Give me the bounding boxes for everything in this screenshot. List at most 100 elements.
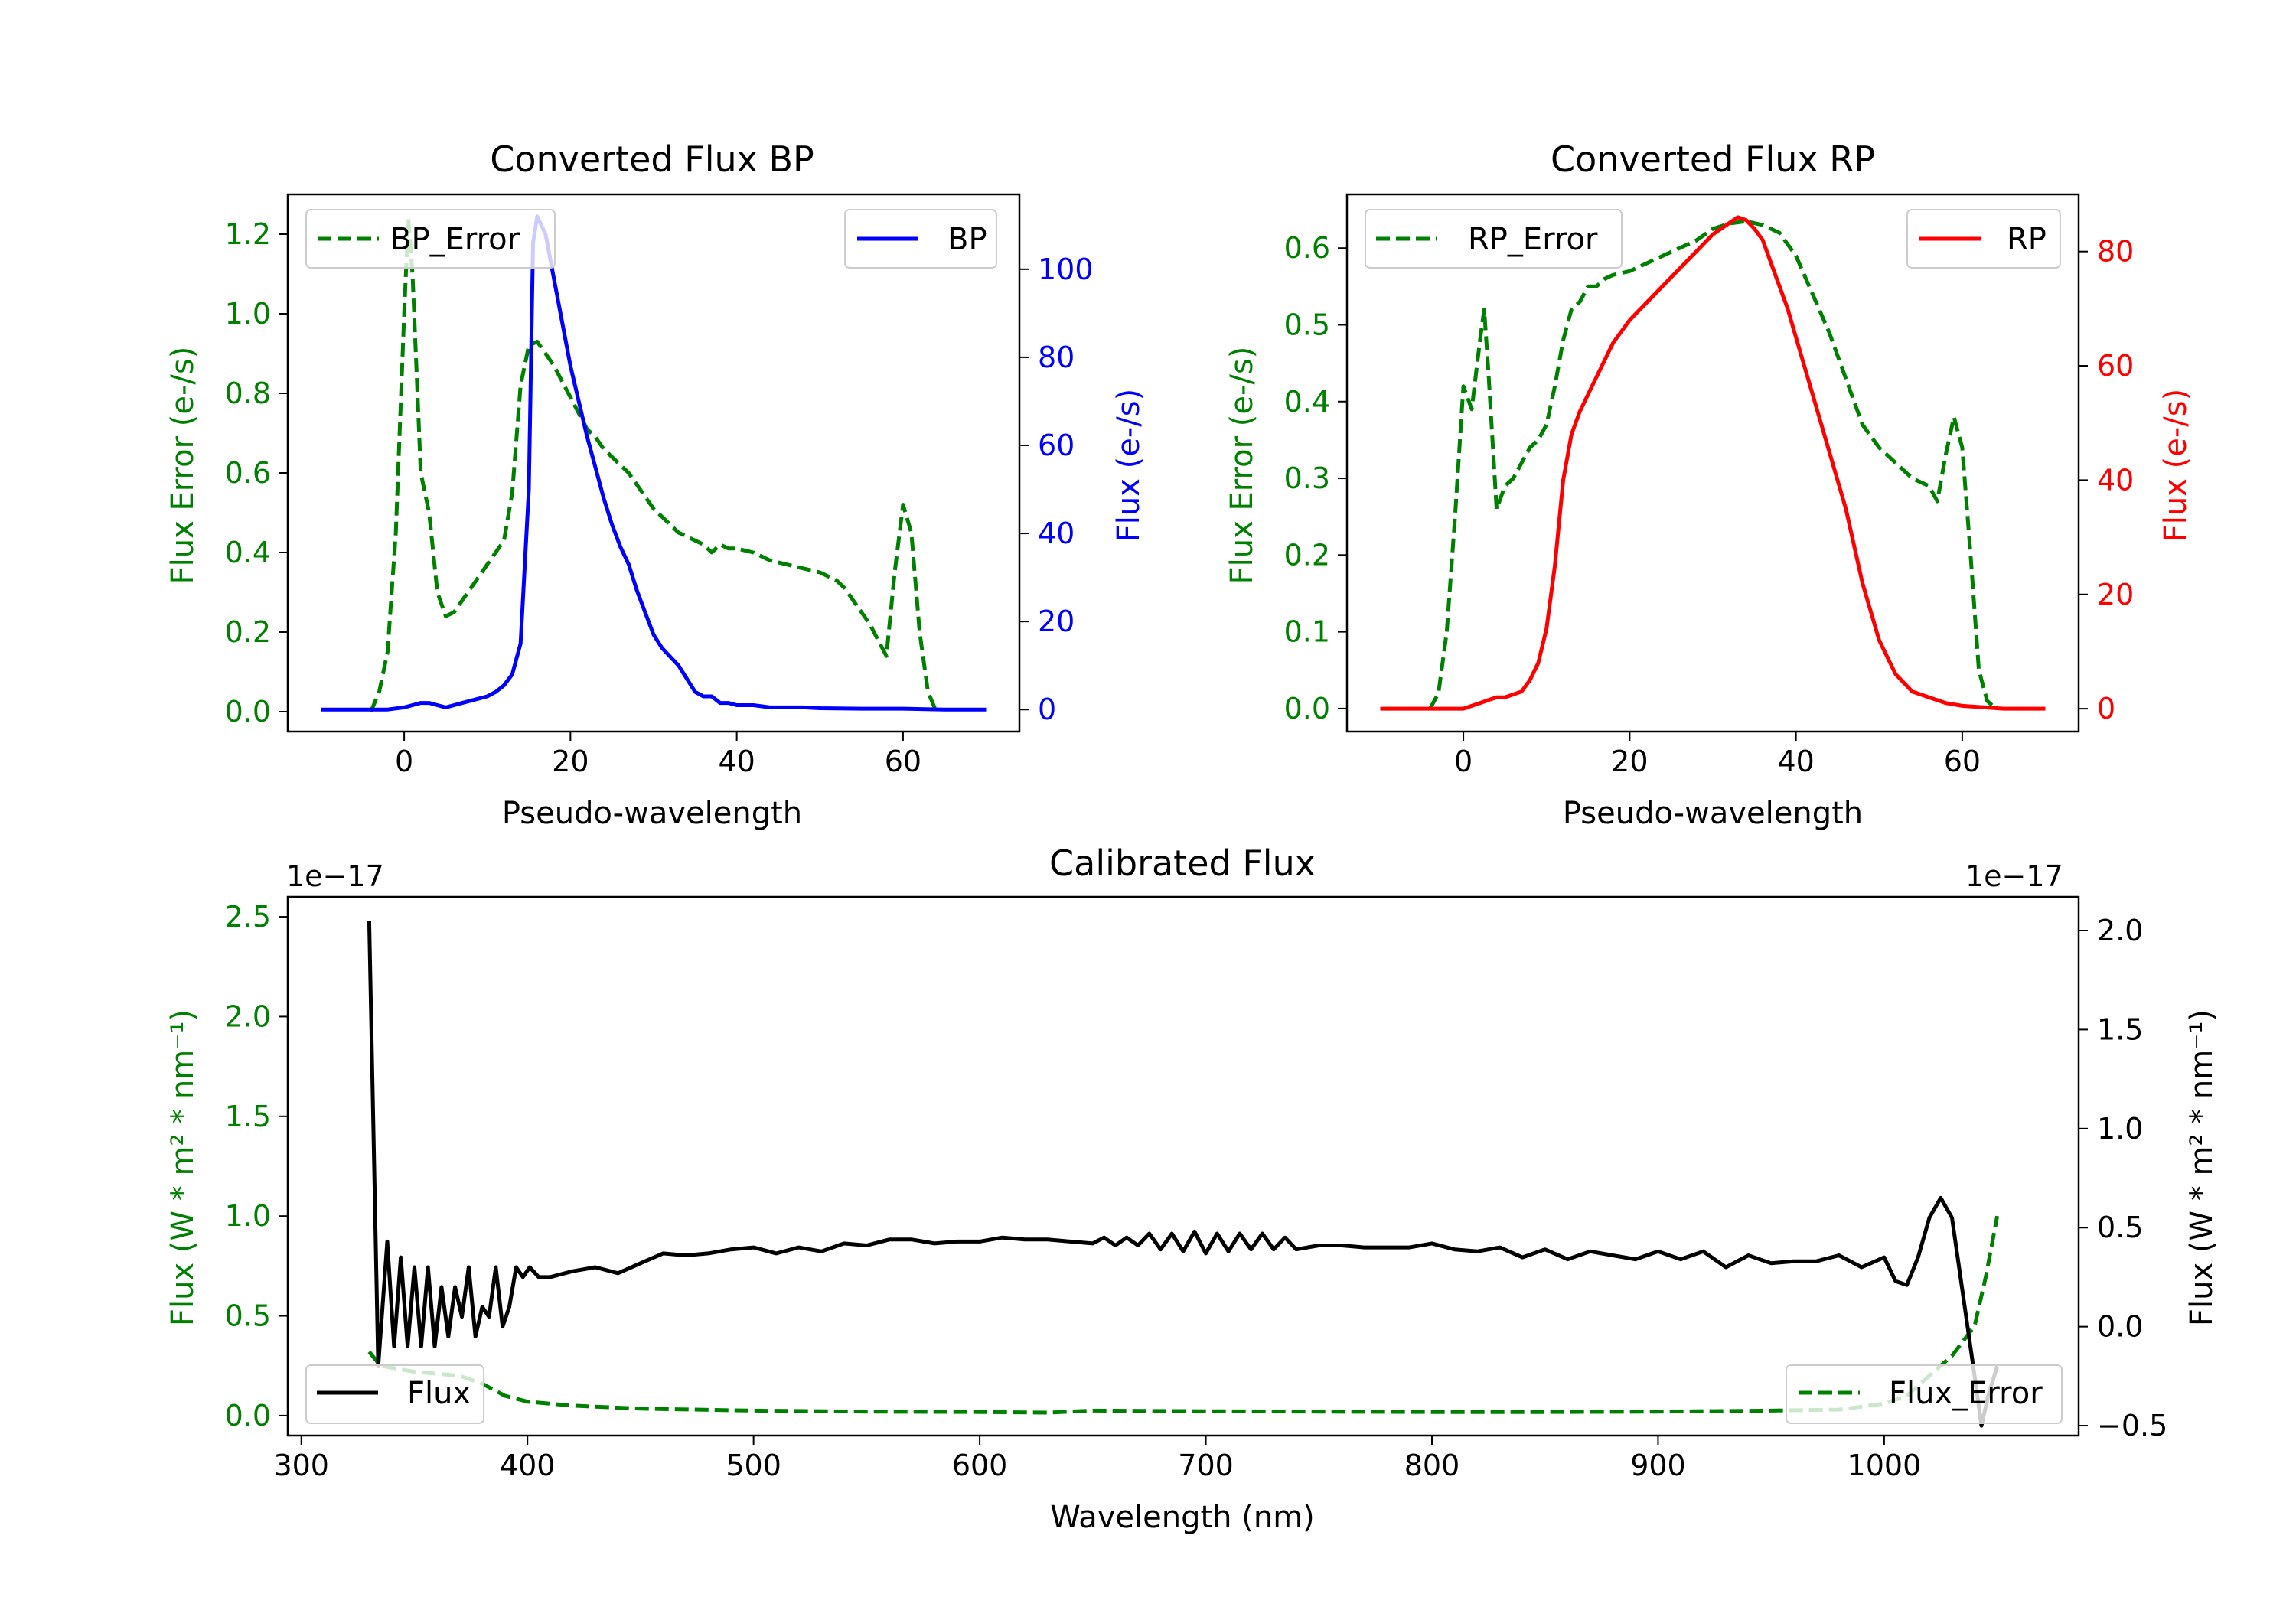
rp-ytick-left-label: 0.0 xyxy=(1284,692,1330,725)
bp-ytick-left-label: 0.4 xyxy=(225,536,271,569)
cal-xlabel: Wavelength (nm) xyxy=(1050,1500,1315,1535)
rp-ytick-left-label: 0.5 xyxy=(1284,308,1330,341)
rp-panel: Converted Flux RP Pseudo-wavelength Flux… xyxy=(1225,139,2193,831)
cal-xtick-label: 600 xyxy=(952,1449,1008,1482)
rp-ytick-left-label: 0.4 xyxy=(1284,385,1330,419)
rp-legend-right-label: RP xyxy=(2007,222,2047,257)
cal-legend-right: Flux_Error xyxy=(1786,1364,2063,1424)
rp-xtick-label: 0 xyxy=(1454,745,1473,778)
cal-ytick-left-label: 2.5 xyxy=(225,900,271,934)
bp-legend-right-box xyxy=(844,209,997,269)
cal-legend-left-label: Flux xyxy=(407,1376,471,1411)
bp-legend-right-label: BP xyxy=(947,222,987,257)
rp-ytick-right-label: 80 xyxy=(2097,235,2134,269)
cal-series-flux-error xyxy=(367,1215,2000,1415)
rp-legend-left: RP_Error xyxy=(1365,209,1623,269)
rp-title: Converted Flux RP xyxy=(1551,139,1875,180)
rp-legend-right-box xyxy=(1906,209,2061,269)
bp-xtick-label: 20 xyxy=(552,745,589,778)
calibrated-panel: Calibrated Flux Wavelength (nm) Flux (W … xyxy=(165,843,2219,1535)
bp-axes-frame xyxy=(286,193,1021,733)
cal-series-flux xyxy=(367,921,1999,1428)
cal-xtick-label: 700 xyxy=(1178,1449,1234,1482)
rp-ylabel-left: Flux Error (e-/s) xyxy=(1225,347,1260,585)
bp-ytick-right-label: 60 xyxy=(1038,429,1075,462)
bp-ytick-left-label: 0.6 xyxy=(225,456,271,490)
rp-legend-left-box xyxy=(1365,209,1623,269)
rp-ytick-right-label: 20 xyxy=(2097,578,2134,611)
bp-title: Converted Flux BP xyxy=(490,139,814,180)
cal-xtick-label: 1000 xyxy=(1848,1449,1922,1482)
rp-ytick-left-label: 0.1 xyxy=(1284,615,1330,649)
rp-xtick-label: 40 xyxy=(1777,745,1814,778)
cal-ytick-right-label: −0.5 xyxy=(2097,1409,2167,1442)
cal-xtick-label: 900 xyxy=(1630,1449,1686,1482)
cal-ytick-left-label: 2.0 xyxy=(225,999,271,1033)
cal-xtick-label: 500 xyxy=(726,1449,781,1482)
bp-ytick-right-label: 20 xyxy=(1038,605,1075,638)
cal-xtick-label: 300 xyxy=(273,1449,329,1482)
bp-xtick-label: 0 xyxy=(395,745,413,778)
cal-xtick-label: 800 xyxy=(1404,1449,1460,1482)
bp-xtick-label: 40 xyxy=(718,745,755,778)
cal-ytick-left-label: 1.0 xyxy=(225,1199,271,1233)
bp-ytick-right-label: 40 xyxy=(1038,517,1075,550)
bp-legend-right: BP xyxy=(844,209,997,269)
cal-xtick-label: 400 xyxy=(500,1449,556,1482)
rp-series-rp xyxy=(1380,215,2046,711)
bp-legend-left-box xyxy=(305,209,556,269)
cal-legend-left: Flux xyxy=(305,1364,484,1424)
cal-ytick-right-label: 0.0 xyxy=(2097,1310,2143,1344)
rp-ytick-left-label: 0.6 xyxy=(1284,231,1330,265)
rp-ytick-left-label: 0.3 xyxy=(1284,461,1330,495)
bp-ytick-right-label: 0 xyxy=(1038,693,1056,726)
rp-ylabel-right: Flux (e-/s) xyxy=(2158,389,2193,542)
bp-ytick-left-label: 0.8 xyxy=(225,376,271,410)
cal-ylabel-right: Flux (W * m² * nm⁻¹) xyxy=(2184,1009,2219,1326)
cal-offset-right: 1e−17 xyxy=(1965,859,2063,893)
cal-offset-left: 1e−17 xyxy=(286,859,384,893)
rp-ytick-right-label: 40 xyxy=(2097,463,2134,497)
bp-ytick-left-label: 1.2 xyxy=(225,217,271,251)
bp-panel: Converted Flux BP Pseudo-wavelength Flux… xyxy=(165,139,1146,831)
cal-ytick-right-label: 0.5 xyxy=(2097,1211,2143,1244)
cal-ytick-left-label: 1.5 xyxy=(225,1100,271,1133)
bp-series-bp xyxy=(321,214,987,712)
bp-legend-left-label: BP_Error xyxy=(390,222,520,257)
bp-ylabel-left: Flux Error (e-/s) xyxy=(165,347,201,585)
bp-ytick-left-label: 0.2 xyxy=(225,615,271,649)
bp-ytick-right-label: 80 xyxy=(1038,341,1075,374)
cal-ylabel-left: Flux (W * m² * nm⁻¹) xyxy=(165,1009,201,1326)
bp-xtick-label: 60 xyxy=(885,745,921,778)
cal-ytick-right-label: 1.5 xyxy=(2097,1012,2143,1046)
rp-xtick-label: 60 xyxy=(1944,745,1981,778)
rp-legend-right: RP xyxy=(1906,209,2061,269)
cal-legend-left-box xyxy=(305,1364,484,1424)
rp-ytick-right-label: 60 xyxy=(2097,349,2134,383)
bp-xlabel: Pseudo-wavelength xyxy=(502,796,802,831)
rp-legend-left-label: RP_Error xyxy=(1468,222,1598,257)
rp-xlabel: Pseudo-wavelength xyxy=(1563,796,1863,831)
rp-plot-area: 0 20 40 60 0.0 0.1 0.2 0.3 0.4 0.5 0.6 0 20 40 60 80 xyxy=(1284,193,2134,778)
bp-ylabel-right: Flux (e-/s) xyxy=(1111,389,1146,542)
cal-ytick-left-label: 0.5 xyxy=(225,1299,271,1333)
rp-xtick-label: 20 xyxy=(1611,745,1648,778)
cal-title: Calibrated Flux xyxy=(1049,843,1316,884)
cal-ytick-right-label: 1.0 xyxy=(2097,1112,2143,1146)
bp-plot-area: 0 20 40 60 0.0 0.2 0.4 0.6 0.8 1.0 1.2 0 20 40 60 80 100 xyxy=(225,193,1094,778)
bp-ytick-left-label: 0.0 xyxy=(225,695,271,729)
bp-legend-left: BP_Error xyxy=(305,209,556,269)
cal-legend-right-box xyxy=(1786,1364,2063,1424)
rp-ytick-right-label: 0 xyxy=(2097,692,2115,725)
cal-ytick-right-label: 2.0 xyxy=(2097,914,2143,947)
bp-series-bp-error xyxy=(369,216,938,712)
cal-ytick-left-label: 0.0 xyxy=(225,1399,271,1433)
rp-axes-frame xyxy=(1345,193,2080,733)
bp-ytick-left-label: 1.0 xyxy=(225,297,271,331)
bp-ytick-right-label: 100 xyxy=(1038,253,1094,286)
cal-axes-frame xyxy=(286,895,2080,1437)
rp-ytick-left-label: 0.2 xyxy=(1284,538,1330,572)
rp-series-rp-error xyxy=(1428,219,1998,710)
cal-legend-right-label: Flux_Error xyxy=(1889,1376,2043,1411)
